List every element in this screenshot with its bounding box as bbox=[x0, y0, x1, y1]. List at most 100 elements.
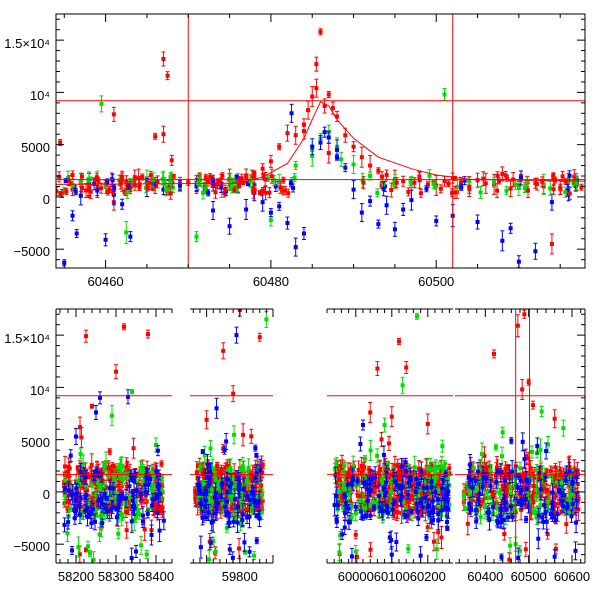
data-point-green bbox=[351, 162, 356, 167]
data-point-blue bbox=[129, 519, 134, 524]
data-point-blue bbox=[516, 259, 521, 264]
data-point-blue bbox=[161, 518, 166, 523]
data-point-red bbox=[260, 470, 265, 475]
data-point-red bbox=[301, 129, 306, 134]
data-point-blue bbox=[253, 475, 258, 480]
data-point-baseline bbox=[99, 186, 104, 191]
data-point-baseline bbox=[231, 187, 236, 192]
data-point-red bbox=[322, 103, 327, 108]
data-point-red bbox=[204, 417, 209, 422]
data-point-blue bbox=[293, 245, 298, 250]
data-point-blue bbox=[198, 545, 203, 550]
data-point-baseline bbox=[236, 184, 241, 189]
data-point-blue bbox=[224, 439, 229, 444]
data-point-baseline bbox=[70, 183, 75, 188]
data-point-blue bbox=[132, 506, 137, 511]
data-point-green bbox=[112, 481, 117, 486]
data-point-baseline bbox=[563, 179, 568, 184]
data-point-blue bbox=[227, 224, 232, 229]
data-point-green bbox=[245, 478, 250, 483]
data-point-blue bbox=[115, 505, 120, 510]
data-point-red bbox=[475, 178, 480, 183]
data-point-green bbox=[66, 514, 71, 519]
data-point-red bbox=[89, 462, 94, 467]
data-point-blue bbox=[224, 512, 229, 517]
data-point-red bbox=[195, 503, 200, 508]
data-point-red bbox=[84, 334, 88, 339]
data-point-blue bbox=[154, 495, 159, 500]
data-point-blue bbox=[231, 519, 236, 524]
data-point-baseline bbox=[525, 179, 530, 184]
data-point-green bbox=[293, 163, 298, 168]
data-point-blue bbox=[359, 210, 364, 215]
data-point-green bbox=[86, 544, 90, 549]
data-point-green bbox=[252, 553, 257, 558]
data-point-red bbox=[65, 507, 70, 512]
data-point-baseline bbox=[505, 176, 510, 181]
data-point-baseline bbox=[220, 173, 225, 178]
data-point-green bbox=[130, 389, 134, 394]
data-point-baseline bbox=[165, 187, 170, 192]
data-point-red bbox=[125, 484, 130, 489]
data-point-baseline bbox=[394, 180, 399, 185]
data-point-baseline bbox=[518, 176, 523, 181]
data-point-red bbox=[268, 159, 273, 164]
data-point-blue bbox=[211, 208, 216, 213]
data-point-green bbox=[141, 480, 146, 485]
data-point-red bbox=[243, 507, 248, 512]
data-point-baseline bbox=[375, 190, 380, 195]
data-point-blue bbox=[111, 486, 116, 491]
bottom-segment-points bbox=[332, 312, 452, 563]
data-point-blue bbox=[70, 548, 75, 553]
data-point-red bbox=[260, 166, 265, 171]
data-point-green bbox=[442, 92, 447, 97]
data-point-green bbox=[113, 495, 118, 500]
data-point-baseline bbox=[228, 178, 233, 183]
data-point-green bbox=[218, 480, 223, 485]
data-point-baseline bbox=[110, 178, 115, 183]
data-point-green bbox=[149, 488, 154, 493]
data-point-green bbox=[118, 474, 123, 479]
data-point-green bbox=[492, 180, 497, 185]
data-point-baseline bbox=[132, 175, 137, 180]
data-point-blue bbox=[94, 410, 98, 415]
data-point-red bbox=[293, 133, 298, 138]
data-point-blue bbox=[256, 501, 261, 506]
data-point-red bbox=[111, 112, 116, 117]
data-point-green bbox=[206, 494, 211, 499]
data-point-blue bbox=[78, 193, 83, 198]
data-point-blue bbox=[205, 462, 210, 467]
data-point-blue bbox=[225, 499, 230, 504]
data-point-blue bbox=[74, 231, 79, 236]
data-point-blue bbox=[198, 501, 203, 506]
data-point-baseline bbox=[392, 181, 397, 186]
data-point-red bbox=[112, 465, 117, 470]
data-point-red bbox=[232, 471, 237, 476]
data-point-blue bbox=[74, 491, 79, 496]
data-point-blue bbox=[90, 507, 95, 512]
data-point-green bbox=[226, 468, 231, 473]
data-point-red bbox=[407, 497, 412, 502]
top-x-tick-labels: 60460 60480 60500 bbox=[88, 274, 455, 289]
data-point-red bbox=[202, 469, 207, 474]
data-point-baseline bbox=[433, 185, 438, 190]
data-point-green bbox=[231, 512, 236, 517]
data-point-blue bbox=[322, 130, 327, 135]
data-point-green bbox=[215, 484, 220, 489]
data-point-baseline bbox=[155, 179, 160, 184]
data-point-green bbox=[246, 465, 251, 470]
data-point-red bbox=[441, 498, 446, 503]
data-point-green bbox=[194, 234, 199, 239]
data-point-blue bbox=[226, 512, 231, 517]
data-point-baseline bbox=[145, 185, 150, 190]
data-point-red bbox=[85, 472, 90, 477]
data-point-baseline bbox=[206, 190, 211, 195]
data-point-green bbox=[207, 557, 212, 562]
data-point-red bbox=[90, 404, 94, 409]
data-point-baseline bbox=[478, 190, 483, 195]
data-point-green bbox=[99, 101, 104, 106]
data-point-blue bbox=[213, 490, 218, 495]
data-point-blue bbox=[149, 533, 154, 538]
data-point-green bbox=[151, 475, 156, 480]
